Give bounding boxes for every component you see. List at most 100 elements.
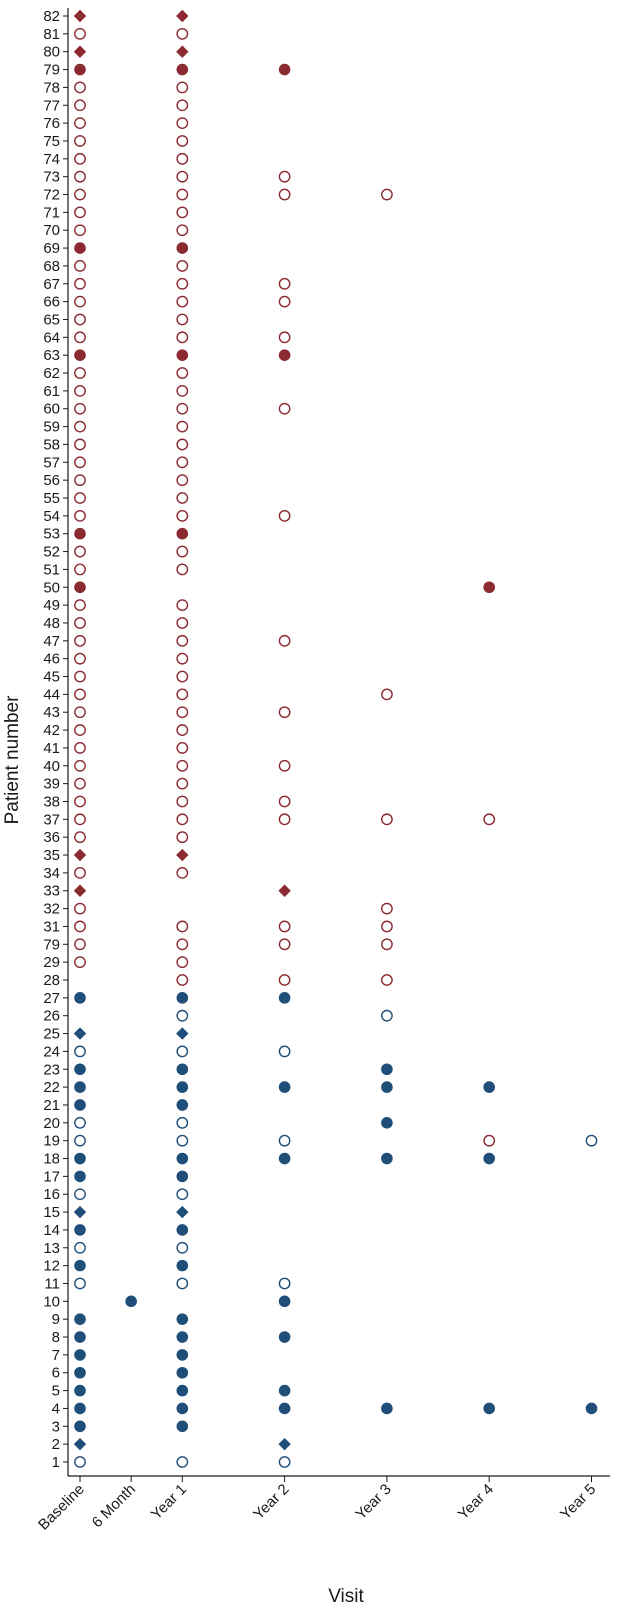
data-point-hollow: [278, 938, 291, 951]
data-point-filled: [176, 992, 189, 1004]
data-point-hollow: [74, 938, 86, 951]
data-point-filled: [176, 1099, 189, 1111]
data-point-hollow: [176, 1277, 189, 1290]
data-point-diamond: [73, 1027, 87, 1040]
y-axis-title: Patient number: [2, 695, 23, 825]
data-point-hollow: [176, 617, 189, 629]
data-point-hollow: [74, 813, 86, 826]
data-point-filled: [176, 1331, 189, 1343]
data-point-filled: [278, 1402, 291, 1415]
data-point-filled: [176, 1313, 189, 1325]
data-point-hollow: [176, 81, 189, 94]
data-point-hollow: [176, 688, 189, 701]
data-point-hollow: [176, 509, 189, 522]
data-point-hollow: [74, 1134, 86, 1147]
data-point-filled: [176, 1384, 189, 1397]
data-point-filled: [278, 63, 291, 76]
data-point-hollow: [176, 670, 189, 683]
data-points: [73, 9, 598, 1468]
data-point-hollow: [176, 742, 189, 754]
y-tick-label: 2: [52, 1436, 60, 1453]
data-point-filled: [278, 1152, 291, 1165]
data-point-filled: [74, 1331, 86, 1343]
data-point-hollow: [74, 99, 86, 112]
data-point-hollow: [74, 599, 86, 612]
data-point-hollow: [176, 1009, 189, 1022]
data-point-hollow: [74, 509, 86, 522]
x-tick-label: Baseline: [35, 1481, 88, 1534]
data-point-hollow: [176, 295, 189, 308]
data-point-hollow: [278, 277, 291, 290]
data-point-hollow: [278, 188, 291, 201]
data-point-filled: [483, 1081, 496, 1093]
data-point-hollow: [176, 795, 189, 808]
y-tick-label: 79: [43, 936, 60, 953]
data-point-filled: [74, 1063, 86, 1076]
data-point-hollow: [74, 367, 86, 379]
y-tick-label: 42: [43, 722, 60, 739]
data-point-hollow: [176, 1134, 189, 1147]
data-point-diamond: [278, 1437, 291, 1451]
data-point-filled: [74, 1081, 86, 1093]
data-point-hollow: [278, 813, 291, 826]
x-tick-label: Year 5: [557, 1481, 599, 1523]
data-point-diamond: [176, 1027, 189, 1040]
data-point-diamond: [176, 1205, 189, 1219]
data-point-hollow: [278, 974, 291, 986]
data-point-hollow: [74, 795, 86, 808]
data-point-hollow: [74, 902, 86, 915]
y-tick-label: 29: [43, 954, 60, 971]
data-point-diamond: [73, 884, 87, 897]
data-point-diamond: [176, 848, 189, 862]
y-tick-label: 76: [43, 115, 60, 132]
data-point-hollow: [176, 367, 189, 379]
data-point-hollow: [74, 420, 86, 433]
y-tick-label: 26: [43, 1008, 60, 1025]
data-point-filled: [176, 1224, 189, 1236]
y-axis: 1234567891011121314151617181920212223242…: [43, 8, 69, 1476]
data-point-filled: [74, 349, 86, 361]
y-tick-label: 78: [43, 79, 60, 96]
data-point-filled: [74, 1420, 86, 1433]
y-tick-label: 18: [43, 1151, 60, 1168]
data-point-hollow: [74, 545, 86, 558]
data-point-hollow: [74, 1188, 86, 1201]
data-point-filled: [74, 1099, 86, 1111]
y-tick-label: 28: [43, 972, 60, 989]
data-point-hollow: [74, 81, 86, 94]
data-point-hollow: [74, 152, 86, 165]
data-point-hollow: [74, 1241, 86, 1254]
data-point-hollow: [176, 813, 189, 826]
data-point-hollow: [74, 563, 86, 576]
data-point-hollow: [176, 831, 189, 844]
y-tick-label: 39: [43, 776, 60, 793]
data-point-hollow: [176, 27, 189, 40]
y-tick-label: 74: [43, 151, 60, 168]
data-point-hollow: [176, 420, 189, 433]
data-point-filled: [125, 1295, 137, 1308]
y-tick-label: 12: [43, 1258, 60, 1275]
data-point-hollow: [74, 956, 86, 969]
data-point-hollow: [176, 866, 189, 879]
y-tick-label: 19: [43, 1133, 60, 1150]
data-point-hollow: [74, 652, 86, 665]
data-point-hollow: [74, 1277, 86, 1290]
data-point-filled: [176, 1081, 189, 1093]
y-tick-label: 9: [52, 1311, 60, 1328]
data-point-hollow: [176, 331, 189, 344]
data-point-hollow: [176, 492, 189, 504]
data-point-filled: [176, 1349, 189, 1361]
data-point-hollow: [278, 1277, 291, 1290]
y-tick-label: 7: [52, 1347, 60, 1364]
data-point-hollow: [176, 956, 189, 969]
data-point-filled: [176, 242, 189, 254]
y-tick-label: 69: [43, 240, 60, 257]
data-point-hollow: [483, 813, 496, 826]
data-point-hollow: [176, 706, 189, 719]
y-tick-label: 8: [52, 1329, 60, 1346]
y-tick-label: 27: [43, 990, 60, 1007]
y-tick-label: 57: [43, 454, 60, 471]
data-point-filled: [74, 1224, 86, 1236]
data-point-hollow: [74, 759, 86, 772]
data-point-filled: [74, 1349, 86, 1361]
